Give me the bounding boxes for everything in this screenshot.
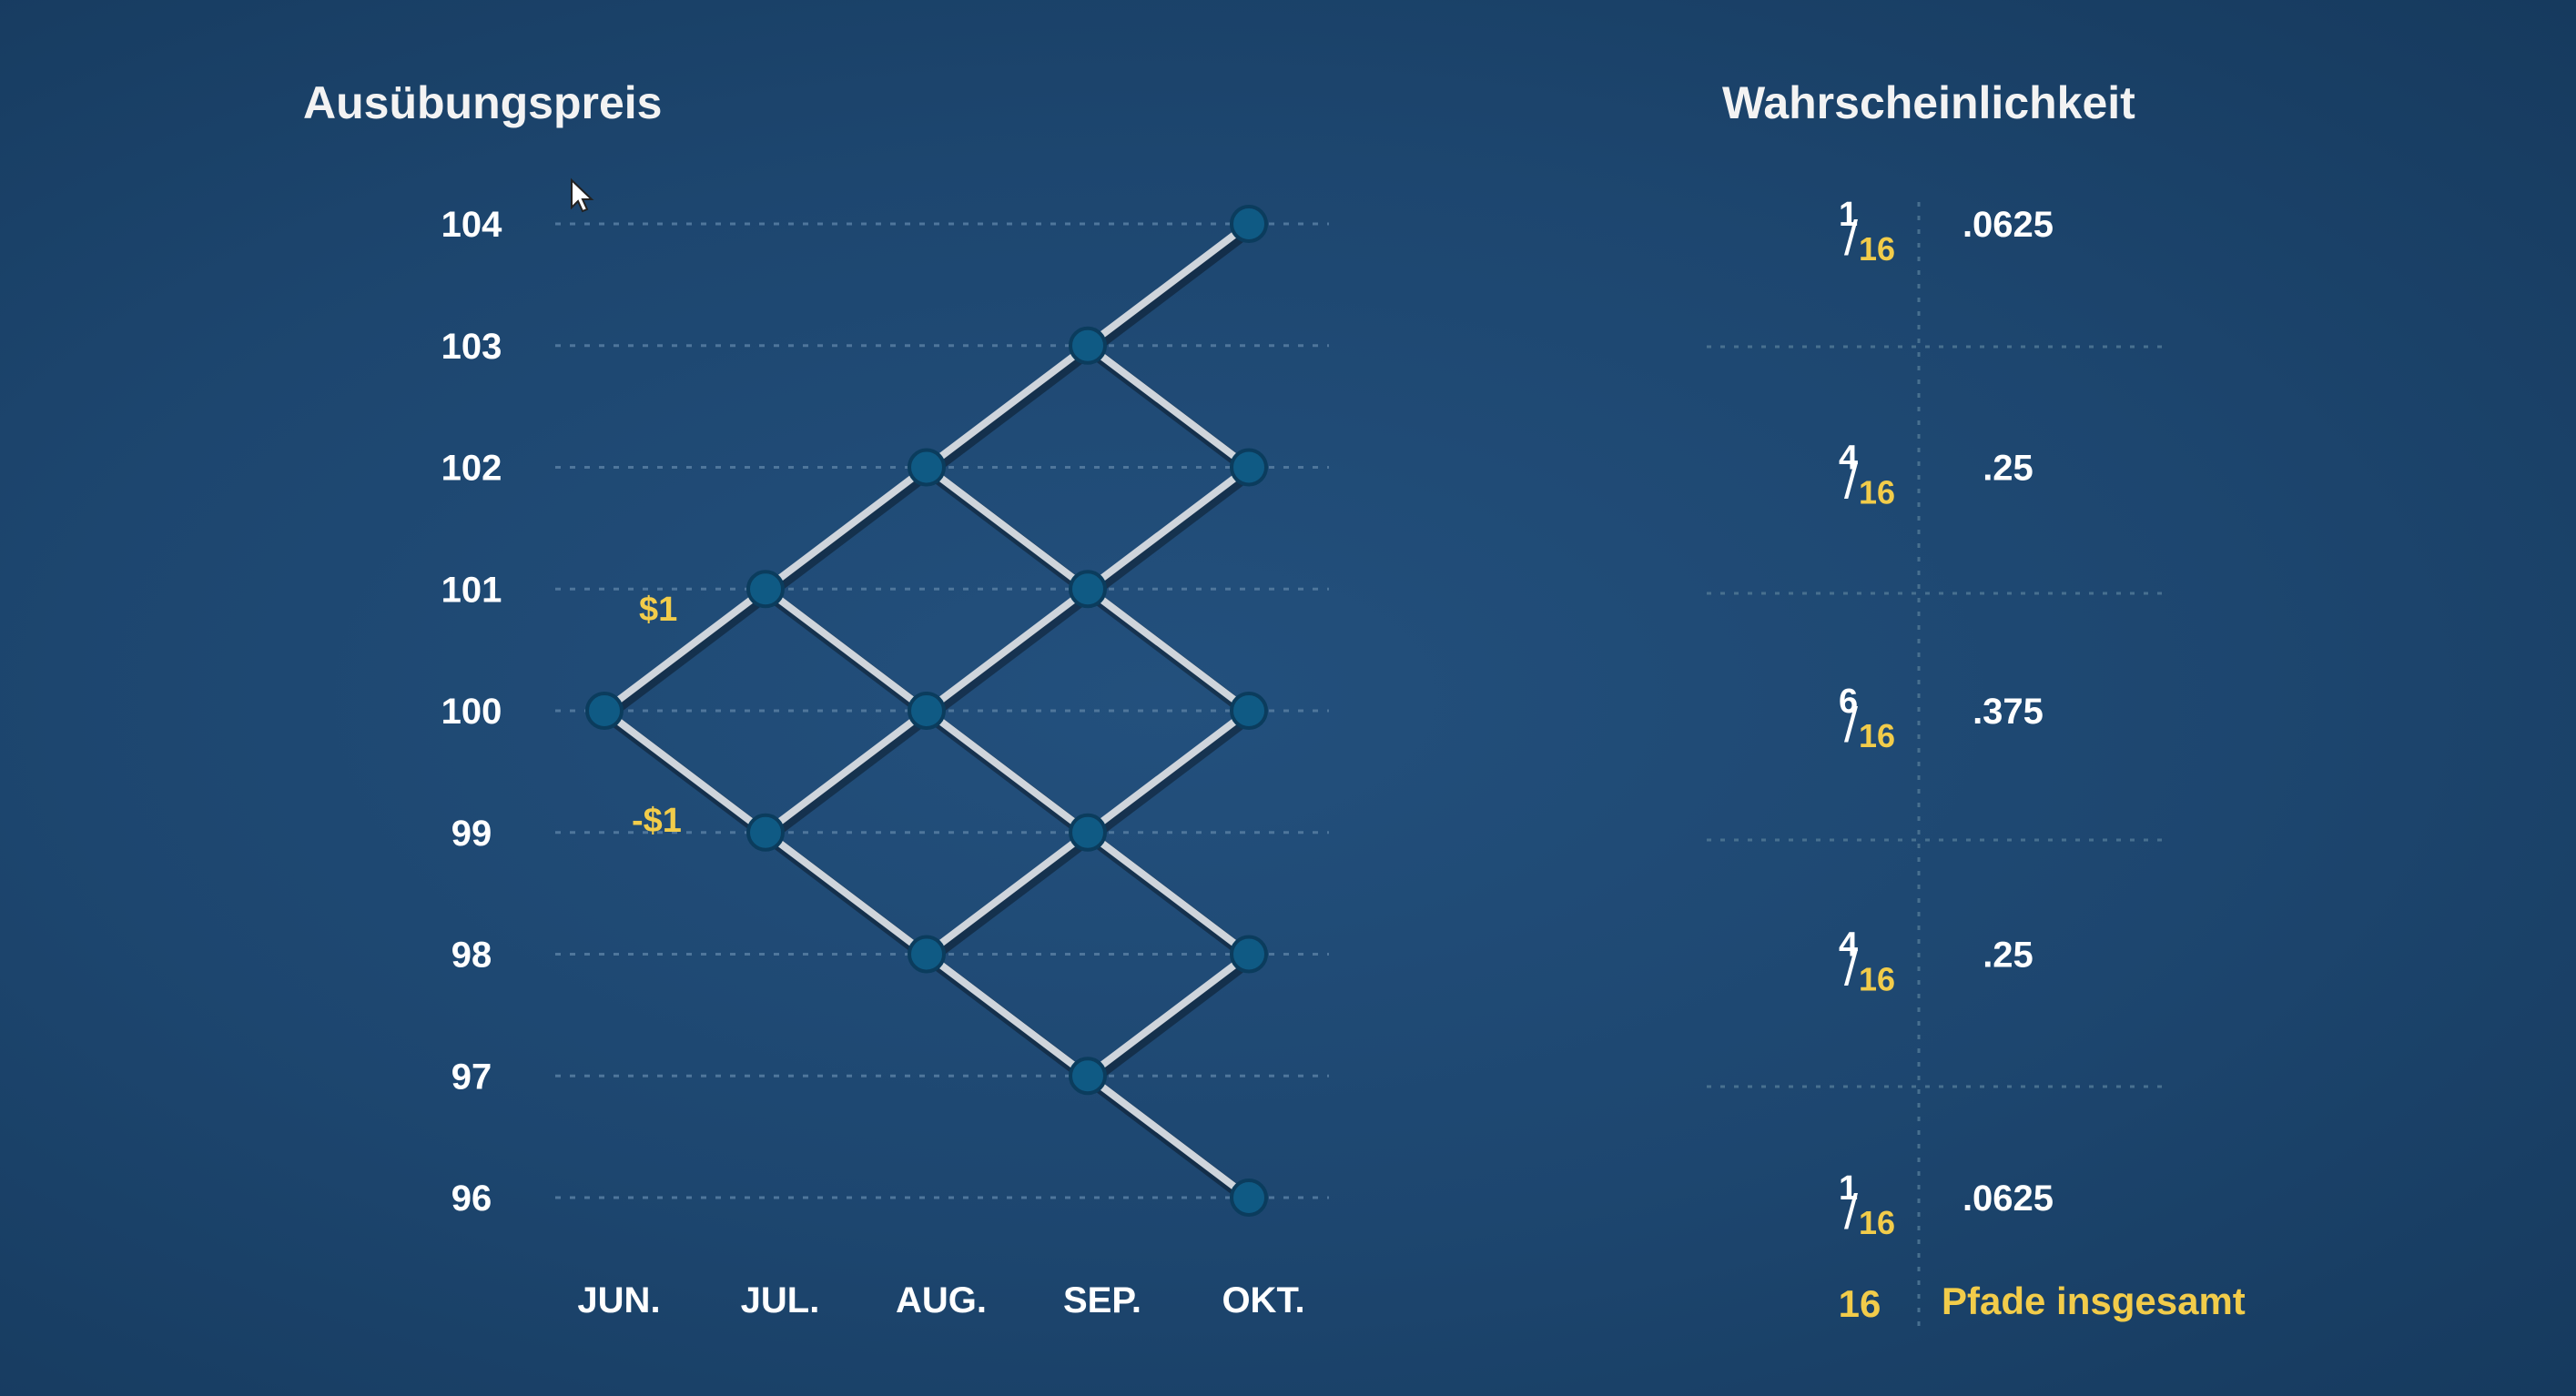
month-label: JUL. (741, 1280, 820, 1320)
price-label: 103 (441, 327, 502, 367)
tree-node (1230, 935, 1268, 974)
tree-edge (1084, 341, 1253, 471)
tree-edge (923, 707, 1091, 836)
probability-denominator: 16 (1859, 961, 1895, 998)
month-label: OKT. (1222, 1280, 1304, 1320)
probability-row: 6/16 .375 (1839, 683, 2044, 754)
tree-edge-shadow (923, 344, 1097, 478)
fraction-slash: / (1844, 211, 1858, 266)
tree-edge (923, 585, 1091, 714)
probability-numerator: 4 (1839, 440, 1858, 478)
probability-decimal: .375 (1973, 692, 2044, 732)
tree-edge-shadow (923, 831, 1097, 965)
tree-edge (1084, 585, 1253, 714)
tree-node (1230, 692, 1268, 730)
tree-node (1069, 1057, 1107, 1096)
tree-edge (1084, 707, 1253, 836)
probability-row: 4/16 .25 (1839, 926, 2033, 998)
tree-edge-shadow (762, 709, 936, 844)
probability-numerator: 1 (1839, 196, 1858, 234)
probability-decimal: .0625 (1962, 1179, 2054, 1219)
tree-edge (601, 585, 769, 714)
price-gridlines (555, 222, 1329, 1199)
price-label: 101 (441, 570, 502, 610)
probability-row: 1/16 .0625 (1839, 196, 2054, 268)
tree-edge (762, 463, 930, 593)
fraction-slash: / (1844, 1185, 1858, 1239)
fraction-slash: / (1844, 942, 1858, 996)
month-label: JUN. (577, 1280, 660, 1320)
tree-edge-shadow (923, 587, 1097, 722)
probability-heading: Wahrscheinlichkeit (1722, 77, 2135, 128)
tree-edge-shadow (1084, 222, 1258, 357)
probability-denominator: 16 (1859, 230, 1895, 268)
probability-decimal: .0625 (1962, 205, 2054, 245)
probability-denominator: 16 (1859, 717, 1895, 754)
tree-node (585, 692, 624, 730)
price-label: 96 (451, 1179, 492, 1219)
tree-edges (601, 220, 1258, 1209)
down-move-label: -$1 (632, 802, 682, 840)
tree-node (746, 570, 785, 609)
tree-edge-shadow (1084, 466, 1258, 600)
tree-edge (1084, 950, 1253, 1080)
tree-edge (601, 707, 769, 836)
probability-decimal: .25 (1983, 449, 2033, 489)
tree-edge (1084, 463, 1253, 593)
probability-row: 1/16 .0625 (1839, 1169, 2054, 1241)
price-label: 98 (451, 936, 492, 976)
tree-node (908, 448, 946, 487)
tree-nodes (585, 205, 1268, 1217)
probability-decimal: .25 (1983, 936, 2033, 976)
tree-edge (1084, 828, 1253, 958)
probability-denominator: 16 (1859, 474, 1895, 511)
price-label: 104 (441, 205, 502, 245)
total-paths-count: 16 (1839, 1282, 1881, 1325)
tree-node (746, 813, 785, 852)
tree-node (1069, 570, 1107, 609)
up-move-label: $1 (639, 591, 677, 629)
tree-node (908, 935, 946, 974)
month-label: SEP. (1063, 1280, 1141, 1320)
price-label: 97 (451, 1057, 492, 1097)
price-label: 100 (441, 692, 502, 732)
mouse-cursor-icon (571, 177, 594, 213)
tree-edge-shadow (601, 587, 775, 722)
fraction-slash: / (1844, 455, 1858, 510)
tree-edge (923, 828, 1091, 958)
tree-edge (923, 341, 1091, 471)
tree-node (1230, 1179, 1268, 1217)
tree-node (1230, 205, 1268, 243)
tree-edge (762, 828, 930, 958)
fraction-slash: / (1844, 698, 1858, 753)
tree-edge (923, 950, 1091, 1080)
probability-denominator: 16 (1859, 1204, 1895, 1241)
tree-edge (1084, 1072, 1253, 1201)
tree-edge (762, 585, 930, 714)
probability-row: 4/16 .25 (1839, 440, 2033, 511)
tree-node (1069, 813, 1107, 852)
month-axis-labels: JUN. JUL. AUG. SEP. OKT. (577, 1280, 1304, 1320)
price-axis-labels: 104 103 102 101 100 99 98 97 96 (441, 205, 502, 1219)
tree-edge-shadow (1084, 953, 1258, 1087)
tree-edge-shadow (762, 466, 936, 600)
probability-numerator: 6 (1839, 683, 1858, 721)
price-label: 99 (451, 814, 492, 854)
tree-edge (923, 463, 1091, 593)
tree-node (908, 692, 946, 730)
tree-node (1230, 448, 1268, 487)
month-label: AUG. (896, 1280, 987, 1320)
price-label: 102 (441, 449, 502, 489)
tree-edge-shadow (1084, 709, 1258, 844)
total-paths-label: Pfade insgesamt (1942, 1280, 2246, 1322)
tree-edge (762, 707, 930, 836)
tree-edge (1084, 220, 1253, 349)
strike-price-heading: Ausübungspreis (303, 77, 662, 128)
probability-numerator: 4 (1839, 926, 1858, 965)
tree-node (1069, 326, 1107, 365)
probability-numerator: 1 (1839, 1169, 1858, 1208)
